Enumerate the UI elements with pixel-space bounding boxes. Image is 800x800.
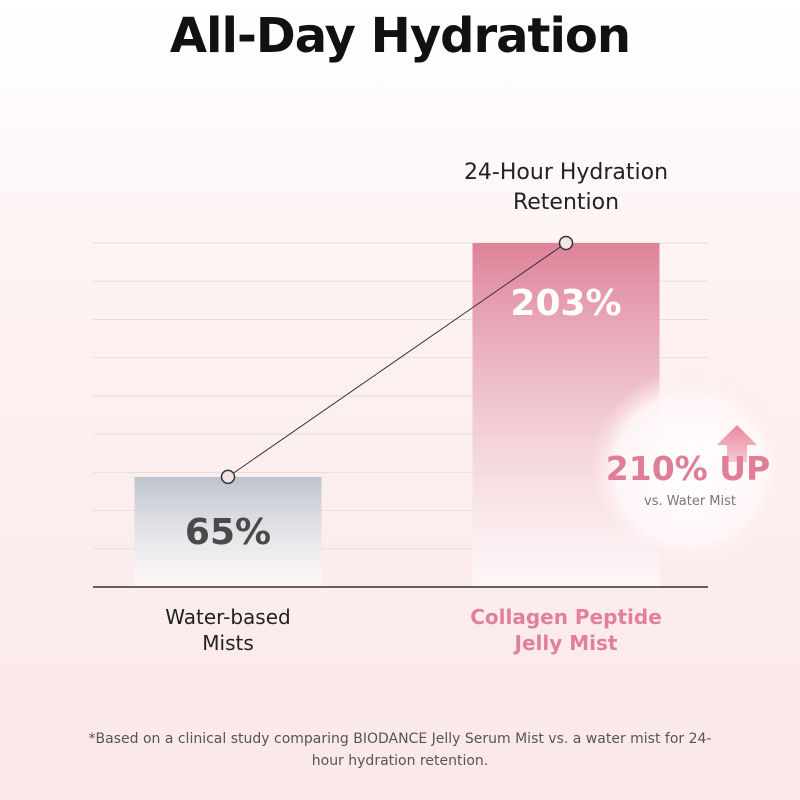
category-label: Collagen Peptide Jelly Mist <box>470 605 662 655</box>
footnote: *Based on a clinical study comparing BIO… <box>88 731 712 769</box>
value-label: 203% <box>510 283 621 324</box>
annotation: 24-Hour Hydration Retention <box>463 160 669 215</box>
up-arrow <box>717 425 757 462</box>
point <box>558 235 574 251</box>
category-label: Water-based Mists <box>165 605 291 655</box>
bar <box>134 476 322 587</box>
chart-title: All-Day Hydration <box>169 8 631 64</box>
trend-line <box>227 242 567 478</box>
value-label: 65% <box>185 512 271 553</box>
callout-note: vs. Water Mist <box>644 494 736 509</box>
callout-bubble <box>590 370 790 570</box>
callout: 210% UP <box>606 449 770 488</box>
point <box>220 469 236 485</box>
